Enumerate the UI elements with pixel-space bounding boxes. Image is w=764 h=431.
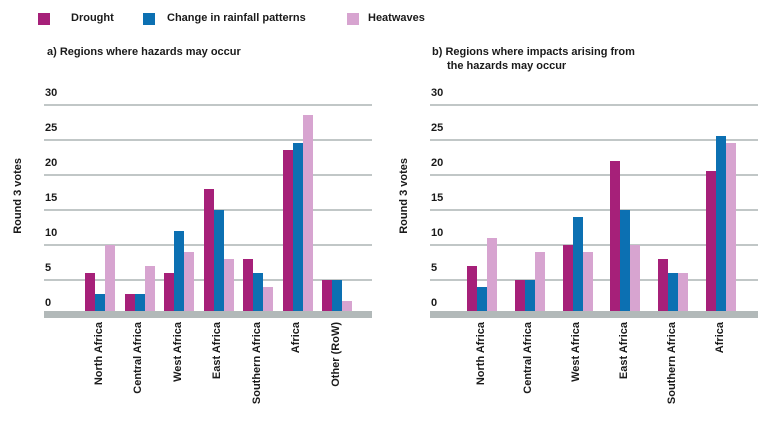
bar-heatwaves-2 bbox=[583, 252, 593, 315]
bar-heatwaves-3 bbox=[224, 259, 234, 315]
bar-drought-5 bbox=[283, 150, 293, 315]
x-category-label-africa: Africa bbox=[714, 322, 726, 354]
x-category-label-east-africa: East Africa bbox=[618, 322, 630, 380]
bar-heatwaves-5 bbox=[303, 115, 313, 315]
bar-drought-0 bbox=[85, 273, 95, 315]
gridline-30 bbox=[430, 104, 758, 106]
y-tick-label-10: 10 bbox=[431, 227, 444, 239]
bar-change-in-rainfall-patterns-2 bbox=[573, 217, 583, 315]
bar-change-in-rainfall-patterns-4 bbox=[253, 273, 263, 315]
gridline-30 bbox=[44, 104, 372, 106]
y-tick-label-20: 20 bbox=[431, 157, 444, 169]
x-category-label-east-africa: East Africa bbox=[211, 322, 223, 380]
gridline-5 bbox=[430, 279, 758, 281]
y-axis-title-right: Round 3 votes bbox=[398, 158, 410, 234]
y-tick-label-20: 20 bbox=[45, 157, 58, 169]
bar-drought-5 bbox=[706, 171, 716, 315]
legend-label-heatwaves: Heatwaves bbox=[368, 12, 425, 24]
bar-drought-1 bbox=[125, 294, 135, 315]
y-tick-label-30: 30 bbox=[431, 87, 444, 99]
y-axis-title-left: Round 3 votes bbox=[12, 158, 24, 234]
y-tick-label-0: 0 bbox=[431, 297, 438, 309]
bar-drought-3 bbox=[610, 161, 620, 315]
x-category-label-africa: Africa bbox=[290, 322, 302, 354]
bar-change-in-rainfall-patterns-1 bbox=[135, 294, 145, 315]
bar-change-in-rainfall-patterns-0 bbox=[477, 287, 487, 315]
y-tick-label-10: 10 bbox=[45, 227, 58, 239]
bar-drought-3 bbox=[204, 189, 214, 315]
bar-drought-1 bbox=[515, 280, 525, 315]
bar-heatwaves-5 bbox=[726, 143, 736, 315]
bar-change-in-rainfall-patterns-5 bbox=[716, 136, 726, 315]
bar-heatwaves-0 bbox=[105, 245, 115, 315]
y-tick-label-5: 5 bbox=[431, 262, 438, 274]
x-category-label-other-row-: Other (RoW) bbox=[330, 322, 342, 387]
bar-drought-2 bbox=[563, 245, 573, 315]
legend-label-drought: Drought bbox=[71, 12, 114, 24]
gridline-15 bbox=[430, 209, 758, 211]
y-tick-label-15: 15 bbox=[45, 192, 58, 204]
y-tick-label-30: 30 bbox=[45, 87, 58, 99]
legend-swatch-heatwaves bbox=[347, 13, 359, 25]
bar-change-in-rainfall-patterns-2 bbox=[174, 231, 184, 315]
bar-heatwaves-1 bbox=[145, 266, 155, 315]
gridline-20 bbox=[430, 174, 758, 176]
legend-label-rainfall: Change in rainfall patterns bbox=[167, 12, 306, 24]
gridline-25 bbox=[430, 139, 758, 141]
gridline-25 bbox=[44, 139, 372, 141]
bar-drought-2 bbox=[164, 273, 174, 315]
y-tick-label-25: 25 bbox=[431, 122, 444, 134]
bar-change-in-rainfall-patterns-1 bbox=[525, 280, 535, 315]
chart-b-title-line2: the hazards may occur bbox=[447, 60, 567, 72]
gridline-20 bbox=[44, 174, 372, 176]
y-tick-label-25: 25 bbox=[45, 122, 58, 134]
bar-heatwaves-6 bbox=[342, 301, 352, 315]
chart-b-title-line1: b) Regions where impacts arising from bbox=[432, 46, 635, 58]
bar-drought-6 bbox=[322, 280, 332, 315]
bar-change-in-rainfall-patterns-5 bbox=[293, 143, 303, 315]
x-category-label-central-africa: Central Africa bbox=[522, 322, 534, 394]
y-tick-label-5: 5 bbox=[45, 262, 52, 274]
legend-swatch-drought bbox=[38, 13, 50, 25]
x-category-label-north-africa: North Africa bbox=[93, 322, 105, 386]
bar-drought-0 bbox=[467, 266, 477, 315]
x-category-label-southern-africa: Southern Africa bbox=[251, 322, 263, 405]
bar-change-in-rainfall-patterns-4 bbox=[668, 273, 678, 315]
chart-a-title: a) Regions where hazards may occur bbox=[47, 46, 241, 58]
bar-heatwaves-2 bbox=[184, 252, 194, 315]
bar-change-in-rainfall-patterns-0 bbox=[95, 294, 105, 315]
x-axis-baseline bbox=[430, 311, 758, 318]
bar-drought-4 bbox=[658, 259, 668, 315]
x-category-label-west-africa: West Africa bbox=[172, 322, 184, 382]
bar-heatwaves-4 bbox=[678, 273, 688, 315]
x-category-label-central-africa: Central Africa bbox=[132, 322, 144, 394]
bar-heatwaves-1 bbox=[535, 252, 545, 315]
bar-change-in-rainfall-patterns-6 bbox=[332, 280, 342, 315]
bar-change-in-rainfall-patterns-3 bbox=[620, 210, 630, 315]
bar-heatwaves-4 bbox=[263, 287, 273, 315]
bar-change-in-rainfall-patterns-3 bbox=[214, 210, 224, 315]
gridline-10 bbox=[430, 244, 758, 246]
bar-heatwaves-3 bbox=[630, 245, 640, 315]
y-tick-label-15: 15 bbox=[431, 192, 444, 204]
x-category-label-southern-africa: Southern Africa bbox=[666, 322, 678, 405]
x-category-label-north-africa: North Africa bbox=[475, 322, 487, 386]
legend-swatch-rainfall bbox=[143, 13, 155, 25]
bar-drought-4 bbox=[243, 259, 253, 315]
x-axis-baseline bbox=[44, 311, 372, 318]
x-category-label-west-africa: West Africa bbox=[570, 322, 582, 382]
bar-heatwaves-0 bbox=[487, 238, 497, 315]
y-tick-label-0: 0 bbox=[45, 297, 52, 309]
